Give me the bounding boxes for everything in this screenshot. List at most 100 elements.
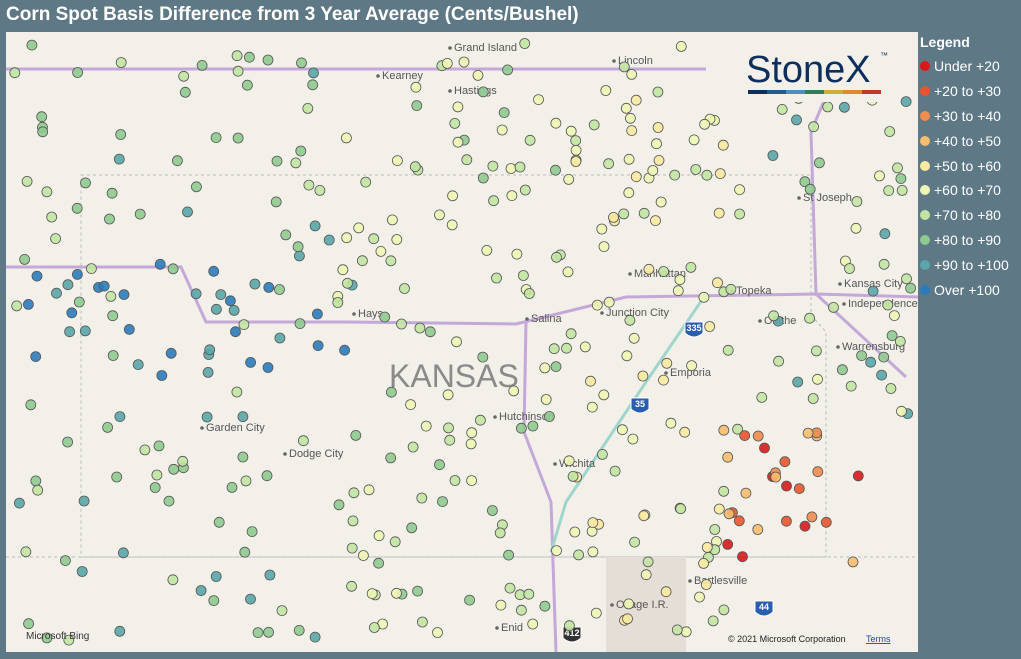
site-marker xyxy=(629,536,640,548)
site-marker xyxy=(308,67,319,79)
site-marker xyxy=(587,517,599,529)
site-marker xyxy=(303,179,315,191)
logo: StoneX ™ xyxy=(736,44,888,102)
site-marker xyxy=(653,154,665,166)
site-marker xyxy=(240,475,252,487)
site-marker xyxy=(340,132,352,144)
site-marker xyxy=(444,434,456,446)
site-marker xyxy=(600,85,612,96)
site-marker xyxy=(856,350,867,362)
place-dot xyxy=(283,452,287,456)
site-marker xyxy=(544,411,555,422)
place-dot xyxy=(525,317,529,321)
site-marker xyxy=(688,134,700,146)
legend-item[interactable]: Over +100 xyxy=(920,277,1009,302)
legend-item[interactable]: +40 to +50 xyxy=(920,128,1009,153)
site-marker xyxy=(432,627,443,638)
place-dot xyxy=(664,371,668,375)
borders xyxy=(6,174,918,558)
site-marker xyxy=(733,515,745,527)
site-marker xyxy=(307,79,319,91)
site-marker xyxy=(699,118,710,130)
legend-title: Legend xyxy=(920,34,970,50)
site-marker xyxy=(410,81,422,93)
legend-item[interactable]: +70 to +80 xyxy=(920,203,1009,228)
site-marker xyxy=(603,296,615,308)
site-marker xyxy=(168,463,180,475)
site-marker xyxy=(342,277,353,289)
legend-item[interactable]: +80 to +90 xyxy=(920,228,1009,253)
site-marker xyxy=(650,215,661,227)
site-marker xyxy=(452,136,464,148)
site-marker xyxy=(884,126,896,137)
terms-link[interactable]: Terms xyxy=(866,634,891,644)
legend-label: +60 to +70 xyxy=(934,182,1001,199)
site-marker xyxy=(488,195,500,207)
legend-item[interactable]: +20 to +30 xyxy=(920,79,1009,104)
legend-label: +50 to +60 xyxy=(934,157,1001,174)
site-marker xyxy=(232,132,244,144)
site-marker xyxy=(113,153,125,165)
site-marker xyxy=(712,277,723,289)
site-marker xyxy=(442,389,454,401)
site-marker xyxy=(718,424,730,436)
interstate xyxy=(549,293,708,553)
site-marker xyxy=(672,285,684,297)
site-marker xyxy=(231,386,243,398)
site-marker xyxy=(674,274,686,286)
site-marker xyxy=(373,530,385,542)
site-marker xyxy=(739,430,751,442)
site-marker xyxy=(363,484,375,496)
site-marker xyxy=(465,438,477,450)
site-marker xyxy=(449,118,461,129)
site-marker xyxy=(461,154,473,166)
site-marker xyxy=(623,187,635,199)
site-marker xyxy=(496,124,508,136)
site-marker xyxy=(901,273,912,285)
site-marker xyxy=(368,622,380,633)
site-marker xyxy=(621,350,633,362)
legend-item[interactable]: +60 to +70 xyxy=(920,178,1009,203)
site-marker xyxy=(111,471,123,483)
place-dot xyxy=(376,74,380,78)
site-marker xyxy=(539,600,551,612)
site-marker xyxy=(519,184,531,196)
site-marker xyxy=(262,54,274,66)
legend-item[interactable]: +50 to +60 xyxy=(920,153,1009,178)
site-marker xyxy=(722,451,734,463)
site-marker xyxy=(740,487,752,499)
site-marker xyxy=(280,229,292,241)
site-marker xyxy=(628,332,640,344)
site-marker xyxy=(773,355,784,367)
site-marker xyxy=(598,389,610,401)
site-marker xyxy=(249,278,261,290)
site-marker xyxy=(756,391,768,403)
site-marker xyxy=(347,515,359,527)
site-marker xyxy=(548,343,560,355)
site-marker xyxy=(105,290,117,302)
legend-item[interactable]: +90 to +100 xyxy=(920,252,1009,277)
site-marker xyxy=(722,344,734,356)
site-marker xyxy=(210,303,222,315)
site-marker xyxy=(707,615,719,627)
site-marker xyxy=(293,250,305,262)
site-marker xyxy=(293,625,305,636)
site-marker xyxy=(709,524,721,535)
legend-item[interactable]: +30 to +40 xyxy=(920,104,1009,129)
site-marker xyxy=(647,165,659,176)
place-label: Kearney xyxy=(382,70,423,82)
site-marker xyxy=(551,251,562,263)
site-marker xyxy=(586,401,598,413)
site-marker xyxy=(356,255,368,267)
legend-label: +20 to +30 xyxy=(934,83,1001,100)
site-marker xyxy=(292,241,304,253)
site-marker xyxy=(323,234,335,246)
place-label: Enid xyxy=(501,622,523,634)
site-marker xyxy=(852,470,864,482)
site-marker xyxy=(243,51,255,63)
legend-item[interactable]: Under +20 xyxy=(920,54,1009,79)
site-marker xyxy=(472,70,484,81)
site-marker xyxy=(791,114,802,126)
site-marker xyxy=(72,268,83,280)
